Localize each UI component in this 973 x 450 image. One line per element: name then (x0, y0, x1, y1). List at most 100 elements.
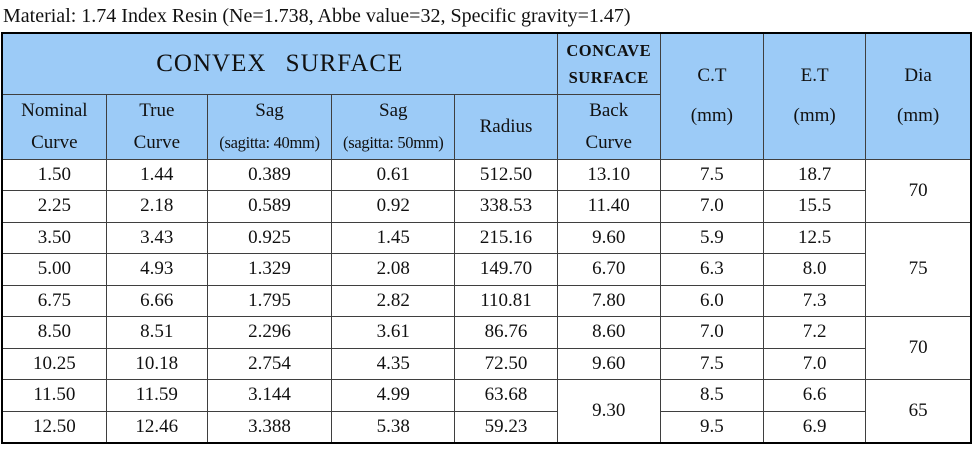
cell-ct: 6.3 (659, 253, 765, 286)
cell-sag40: 2.754 (206, 347, 333, 380)
cell-sag40: 1.329 (206, 253, 333, 286)
cell-ct: 7.5 (659, 158, 765, 191)
cell-nominal: 8.50 (1, 316, 107, 349)
cell-et: 7.0 (763, 347, 867, 380)
lens-spec-table: CONVEX SURFACE CONCAVE SURFACE C.T (mm) … (1, 32, 972, 444)
dia-unit: (mm) (897, 105, 940, 127)
header-row-1: CONVEX SURFACE CONCAVE SURFACE C.T (mm) … (1, 32, 972, 160)
concave-line-1: CONCAVE (566, 40, 652, 60)
convex-surface-header: CONVEX SURFACE (1, 32, 558, 95)
et-label: E.T (800, 65, 829, 87)
cell-et: 8.0 (763, 253, 867, 286)
cell-radius: 110.81 (454, 284, 558, 317)
table-row: 11.50 11.59 3.144 4.99 63.68 9.30 8.5 6.… (1, 379, 972, 443)
cell-sag50: 2.82 (331, 284, 456, 317)
cell-radius: 72.50 (454, 347, 558, 380)
nominal-line-2: Curve (31, 131, 78, 153)
cell-true-curve: 2.18 (105, 190, 208, 223)
cell-sag40: 3.388 (206, 410, 333, 443)
cell-et: 15.5 (763, 190, 867, 223)
cell-sag50: 0.61 (331, 158, 456, 191)
et-header: E.T (mm) (763, 32, 867, 160)
cell-radius: 215.16 (454, 221, 558, 254)
cell-radius: 512.50 (454, 158, 558, 191)
concave-surface-header: CONCAVE SURFACE (556, 32, 661, 95)
cell-back-curve: 6.70 (556, 253, 661, 286)
cell-back-curve: 13.10 (556, 158, 661, 191)
cell-et: 6.6 (763, 379, 867, 412)
cell-ct: 7.5 (659, 347, 765, 380)
table-row: 1.50 1.44 0.389 0.61 512.50 13.10 7.5 18… (1, 158, 972, 223)
true-line-2: Curve (133, 131, 181, 153)
cell-sag40: 3.144 (206, 379, 333, 412)
cell-back-curve: 8.60 (556, 316, 661, 349)
table-row: 5.00 4.93 1.329 2.08 149.70 6.70 6.3 8.0 (1, 253, 971, 286)
cell-back-curve: 9.60 (556, 347, 661, 380)
cell-et: 7.3 (763, 284, 867, 317)
cell-sag50: 4.35 (331, 347, 456, 380)
sag40-line-1: Sag (255, 99, 284, 121)
cell-et: 6.9 (763, 410, 867, 443)
page-title: Material: 1.74 Index Resin (Ne=1.738, Ab… (3, 5, 631, 27)
sag-40-header: Sag (sagitta: 40mm) (206, 93, 333, 160)
cell-true-curve: 3.43 (105, 221, 208, 254)
cell-ct: 7.0 (659, 190, 765, 223)
cell-sag40: 0.389 (206, 158, 333, 191)
cell-radius: 149.70 (454, 253, 558, 286)
radius-header: Radius (454, 93, 558, 160)
nominal-curve-header: Nominal Curve (1, 93, 107, 160)
cell-sag50: 4.99 (331, 379, 456, 412)
cell-radius: 63.68 (454, 379, 558, 412)
cell-et: 18.7 (763, 158, 867, 191)
back-line-1: Back (589, 99, 629, 121)
et-unit: (mm) (793, 105, 836, 127)
cell-ct: 5.9 (659, 221, 765, 254)
true-curve-header: True Curve (105, 93, 208, 160)
cell-ct: 9.5 (659, 410, 765, 443)
cell-nominal: 11.50 (1, 379, 107, 412)
cell-nominal: 5.00 (1, 253, 107, 286)
sag-50-header: Sag (sagitta: 50mm) (331, 93, 456, 160)
cell-sag40: 0.589 (206, 190, 333, 223)
cell-dia-group: 65 (865, 379, 972, 443)
cell-sag40: 2.296 (206, 316, 333, 349)
cell-back-curve: 11.40 (556, 190, 661, 223)
cell-true-curve: 10.18 (105, 347, 208, 380)
back-curve-header: Back Curve (556, 93, 661, 160)
cell-sag40: 0.925 (206, 221, 333, 254)
table-row: 2.25 2.18 0.589 0.92 338.53 11.40 7.0 15… (1, 190, 971, 223)
cell-dia-group: 75 (865, 221, 972, 317)
cell-nominal: 3.50 (1, 221, 107, 254)
cell-ct: 7.0 (659, 316, 765, 349)
cell-true-curve: 1.44 (105, 158, 208, 191)
table-row: 12.50 12.46 3.388 5.38 59.23 9.5 6.9 (1, 410, 971, 443)
cell-nominal: 12.50 (1, 410, 107, 443)
table-row: 3.50 3.43 0.925 1.45 215.16 9.60 5.9 12.… (1, 221, 972, 317)
nominal-line-1: Nominal (21, 99, 88, 121)
cell-nominal: 2.25 (1, 190, 107, 223)
cell-sag50: 3.61 (331, 316, 456, 349)
table-row: 6.75 6.66 1.795 2.82 110.81 7.80 6.0 7.3 (1, 284, 971, 317)
ct-label: C.T (697, 65, 727, 87)
cell-true-curve: 12.46 (105, 410, 208, 443)
ct-unit: (mm) (690, 105, 734, 127)
table-row: 10.25 10.18 2.754 4.35 72.50 9.60 7.5 7.… (1, 347, 971, 380)
cell-nominal: 10.25 (1, 347, 107, 380)
cell-radius: 338.53 (454, 190, 558, 223)
cell-nominal: 1.50 (1, 158, 107, 191)
cell-back-curve: 9.60 (556, 221, 661, 254)
dia-label: Dia (904, 65, 932, 87)
cell-true-curve: 8.51 (105, 316, 208, 349)
cell-sag50: 5.38 (331, 410, 456, 443)
cell-dia-group: 70 (865, 316, 972, 380)
cell-sag50: 0.92 (331, 190, 456, 223)
cell-true-curve: 11.59 (105, 379, 208, 412)
cell-et: 12.5 (763, 221, 867, 254)
cell-radius: 86.76 (454, 316, 558, 349)
ct-header: C.T (mm) (659, 32, 765, 160)
cell-ct: 8.5 (659, 379, 765, 412)
cell-ct: 6.0 (659, 284, 765, 317)
concave-line-2: SURFACE (568, 67, 649, 87)
back-line-2: Curve (585, 131, 632, 153)
dia-header: Dia (mm) (865, 32, 972, 160)
